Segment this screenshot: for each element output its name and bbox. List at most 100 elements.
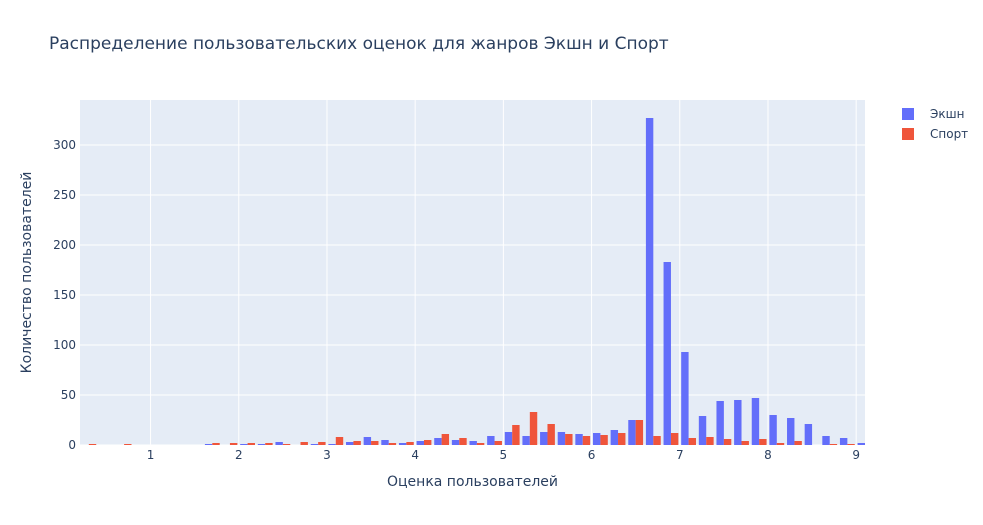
x-axis-label: Оценка пользователей: [387, 474, 558, 490]
legend-label-action: Экшн: [930, 107, 965, 121]
bar-sport[interactable]: [265, 443, 273, 445]
legend: Экшн Спорт: [902, 104, 968, 144]
bar-sport[interactable]: [688, 438, 697, 445]
bar-action[interactable]: [522, 436, 530, 445]
bar-sport[interactable]: [423, 440, 432, 445]
bar-sport[interactable]: [706, 437, 714, 445]
bar-sport[interactable]: [723, 439, 732, 445]
bar-sport[interactable]: [476, 443, 485, 445]
gridlines: [80, 100, 865, 446]
bar-action[interactable]: [363, 437, 372, 445]
legend-item-action[interactable]: Экшн: [902, 104, 968, 124]
y-tick-label: 150: [53, 288, 76, 302]
bar-sport[interactable]: [371, 441, 379, 445]
bar-sport[interactable]: [353, 441, 361, 445]
bar-sport[interactable]: [847, 444, 855, 445]
bar-sport[interactable]: [494, 441, 502, 445]
x-tick-label: 5: [500, 448, 508, 462]
x-tick-label: 2: [235, 448, 243, 462]
bar-action[interactable]: [257, 444, 266, 445]
bar-sport[interactable]: [635, 420, 644, 445]
bar-action[interactable]: [346, 442, 354, 445]
x-tick-label: 6: [588, 448, 596, 462]
bar-sport[interactable]: [88, 444, 97, 445]
bar-sport[interactable]: [124, 444, 132, 445]
bar-sport[interactable]: [318, 442, 326, 445]
bar-action[interactable]: [451, 440, 460, 445]
legend-label-sport: Спорт: [930, 127, 969, 141]
bar-sport[interactable]: [582, 436, 591, 445]
x-tick-label: 3: [323, 448, 331, 462]
bar-sport[interactable]: [759, 439, 767, 445]
bar-action[interactable]: [398, 443, 407, 445]
bar-action[interactable]: [434, 438, 442, 445]
y-tick-label: 0: [68, 438, 76, 452]
bar-action[interactable]: [839, 438, 848, 445]
bar-sport[interactable]: [829, 444, 838, 445]
bar-sport[interactable]: [441, 434, 450, 445]
bar-sport[interactable]: [741, 441, 749, 445]
y-tick-label: 50: [61, 388, 76, 402]
bar-action[interactable]: [592, 433, 601, 445]
bar-sport[interactable]: [282, 444, 291, 445]
bar-sport[interactable]: [600, 435, 608, 445]
bar-action[interactable]: [487, 436, 495, 445]
bar-sport[interactable]: [670, 433, 679, 445]
bar-action[interactable]: [787, 418, 795, 445]
bar-sport[interactable]: [776, 443, 785, 445]
bar-action[interactable]: [734, 400, 742, 445]
bar-sport[interactable]: [212, 443, 220, 445]
bars: [88, 118, 865, 445]
bar-action[interactable]: [751, 398, 760, 445]
bar-action[interactable]: [275, 442, 283, 445]
bar-action[interactable]: [504, 432, 513, 445]
legend-swatch-action: [902, 108, 914, 120]
bar-sport[interactable]: [565, 434, 573, 445]
x-tick-labels: 1 2 3 4 5 6 7 8 9: [147, 448, 860, 462]
bar-action[interactable]: [381, 440, 389, 445]
bar-action[interactable]: [698, 416, 707, 445]
bar-action[interactable]: [557, 432, 566, 445]
bar-action[interactable]: [804, 424, 813, 445]
bar-action[interactable]: [857, 443, 865, 445]
bar-action[interactable]: [575, 434, 583, 445]
bar-action[interactable]: [416, 441, 424, 445]
bar-action[interactable]: [769, 415, 777, 445]
x-tick-label: 4: [411, 448, 419, 462]
bar-sport[interactable]: [618, 433, 626, 445]
y-tick-label: 100: [53, 338, 76, 352]
x-tick-label: 9: [852, 448, 860, 462]
bar-sport[interactable]: [406, 442, 414, 445]
bar-action[interactable]: [681, 352, 689, 445]
y-axis-label: Количество пользователей: [19, 172, 35, 374]
bar-action[interactable]: [645, 118, 654, 445]
x-tick-label: 1: [147, 448, 155, 462]
bar-action[interactable]: [628, 420, 636, 445]
bar-sport[interactable]: [247, 443, 255, 445]
y-tick-labels: 0 50 100 150 200 250 300: [53, 138, 76, 452]
bar-sport[interactable]: [335, 437, 344, 445]
bar-sport[interactable]: [229, 443, 238, 445]
bar-action[interactable]: [328, 444, 336, 445]
bar-action[interactable]: [610, 430, 619, 445]
bar-sport[interactable]: [459, 438, 467, 445]
bar-action[interactable]: [540, 432, 548, 445]
bar-action[interactable]: [716, 401, 724, 445]
plot-area: [80, 100, 865, 445]
bar-sport[interactable]: [653, 436, 661, 445]
bar-action[interactable]: [204, 444, 213, 445]
bar-sport[interactable]: [388, 443, 397, 445]
bar-action[interactable]: [310, 444, 319, 445]
bar-action[interactable]: [822, 436, 830, 445]
bar-sport[interactable]: [512, 425, 520, 445]
bar-sport[interactable]: [529, 412, 538, 445]
bar-sport[interactable]: [300, 442, 308, 445]
bar-sport[interactable]: [794, 441, 802, 445]
bar-action[interactable]: [663, 262, 671, 445]
bar-action[interactable]: [240, 444, 248, 445]
legend-item-sport[interactable]: Спорт: [902, 124, 968, 144]
bar-action[interactable]: [469, 441, 477, 445]
y-tick-label: 300: [53, 138, 76, 152]
bar-sport[interactable]: [547, 424, 555, 445]
